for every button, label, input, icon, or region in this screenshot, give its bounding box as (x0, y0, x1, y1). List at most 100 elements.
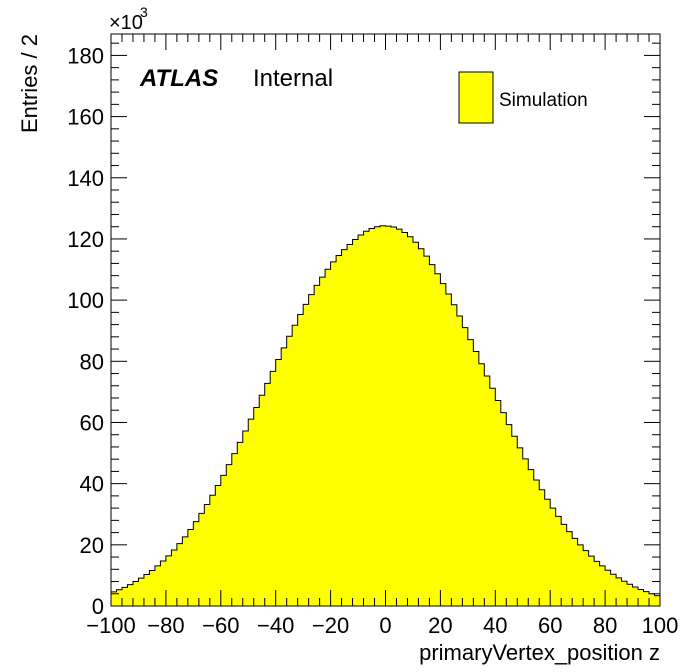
histogram-bar (176, 543, 183, 606)
histogram-bar (374, 226, 381, 607)
histogram-bar (336, 255, 342, 607)
histogram-bar (319, 277, 326, 606)
y-tick-label: 60 (80, 410, 104, 435)
histogram-bar (275, 359, 282, 606)
histogram-bar (511, 436, 518, 606)
y-tick-label: 140 (67, 166, 104, 191)
histogram-outline (110, 225, 661, 606)
histogram-bar (358, 234, 364, 606)
histogram-bar (204, 504, 211, 606)
y-multiplier: ×10 (109, 12, 143, 34)
histogram-bar (638, 589, 644, 606)
histogram-bar (495, 400, 502, 606)
histogram-bar (149, 570, 156, 606)
histogram-bar (599, 565, 606, 606)
histogram-bar (649, 593, 655, 606)
histogram-bar (544, 499, 551, 606)
histogram-bar (341, 249, 348, 606)
y-tick-label: 100 (67, 288, 104, 313)
x-tick-label: −20 (312, 613, 349, 638)
y-multiplier-exponent: 3 (140, 4, 148, 20)
histogram-bar (566, 531, 573, 606)
x-tick-label: 20 (428, 613, 452, 638)
histogram-bar (500, 412, 507, 606)
histogram-bar (533, 479, 540, 606)
y-tick-labels: 0 20 40 60 80 100 120 140 160 180 (67, 43, 104, 619)
histogram-bar (561, 524, 567, 606)
histogram-bar (632, 587, 639, 606)
histogram-bar (242, 431, 249, 606)
histogram-bar (281, 347, 287, 606)
histogram-bar (171, 550, 178, 606)
x-tick-labels: −100 −80 −60 −40 −20 0 20 40 60 80 100 (86, 613, 678, 638)
y-tick-label: 80 (80, 349, 104, 374)
y-tick-label: 120 (67, 227, 104, 252)
histogram-bar (429, 264, 436, 606)
atlas-label: ATLAS (139, 65, 218, 92)
histogram-bar (143, 574, 150, 606)
histogram-bar (330, 261, 337, 606)
histogram-bar (259, 395, 266, 606)
histogram-bar (111, 591, 117, 606)
histogram-bar (654, 595, 661, 606)
histogram-bar (237, 442, 244, 606)
histogram-bar (132, 581, 139, 606)
histogram-bar (412, 242, 419, 606)
histogram-bar (286, 336, 293, 606)
histogram-bar (467, 339, 474, 606)
histogram-bar (451, 304, 458, 606)
histogram-bar (187, 529, 194, 606)
y-tick-label: 40 (80, 472, 104, 497)
histogram-bar (401, 232, 408, 607)
histogram-bar (473, 351, 480, 606)
histogram-bar (154, 565, 161, 606)
histogram-bar (423, 256, 430, 606)
histogram-bar (506, 424, 513, 606)
histogram-bar (385, 226, 392, 606)
histogram-bar (352, 239, 359, 606)
histogram-series-simulation (110, 225, 661, 607)
histogram-bar (583, 550, 589, 606)
histogram-bar (308, 294, 315, 606)
histogram-bar (369, 228, 375, 606)
histogram-bar (292, 325, 298, 606)
histogram-bar (528, 469, 535, 606)
histogram-bar (390, 227, 397, 606)
histogram-bar (325, 269, 331, 606)
internal-label: Internal (253, 65, 333, 92)
histogram-bar (462, 327, 469, 606)
x-tick-label: 80 (593, 613, 617, 638)
histogram-bar (303, 304, 309, 606)
histogram-bar (297, 314, 304, 606)
histogram-bar (253, 407, 260, 606)
y-tick-label: 180 (67, 43, 104, 68)
y-axis-title: Entries / 2 (17, 34, 42, 133)
histogram-bar (160, 561, 167, 606)
histogram-bar (434, 273, 441, 606)
histogram-bar (209, 495, 216, 606)
histogram-bar (478, 363, 485, 606)
histogram-bar (121, 587, 128, 606)
x-tick-label: −40 (257, 613, 294, 638)
histogram-bar (610, 574, 617, 606)
histogram-bar (363, 231, 370, 606)
histogram-bar (517, 447, 524, 606)
histogram-bar (116, 589, 123, 606)
histogram-bar (193, 521, 200, 606)
legend-label: Simulation (499, 90, 588, 111)
histogram-bar (418, 248, 425, 606)
histogram-bar (522, 458, 529, 606)
histogram-bar (182, 536, 189, 606)
x-tick-label: −80 (147, 613, 184, 638)
histogram-bar (440, 283, 447, 606)
histogram-bar (407, 236, 414, 607)
y-tick-label: 0 (92, 594, 104, 619)
axis-ticks (110, 34, 661, 607)
legend-swatch (458, 71, 494, 124)
histogram-bar (248, 419, 255, 606)
y-tick-label: 160 (67, 105, 104, 130)
histogram-bar (594, 561, 600, 606)
histogram-bar (539, 489, 546, 606)
x-axis-title: primaryVertex_position z (419, 640, 660, 665)
